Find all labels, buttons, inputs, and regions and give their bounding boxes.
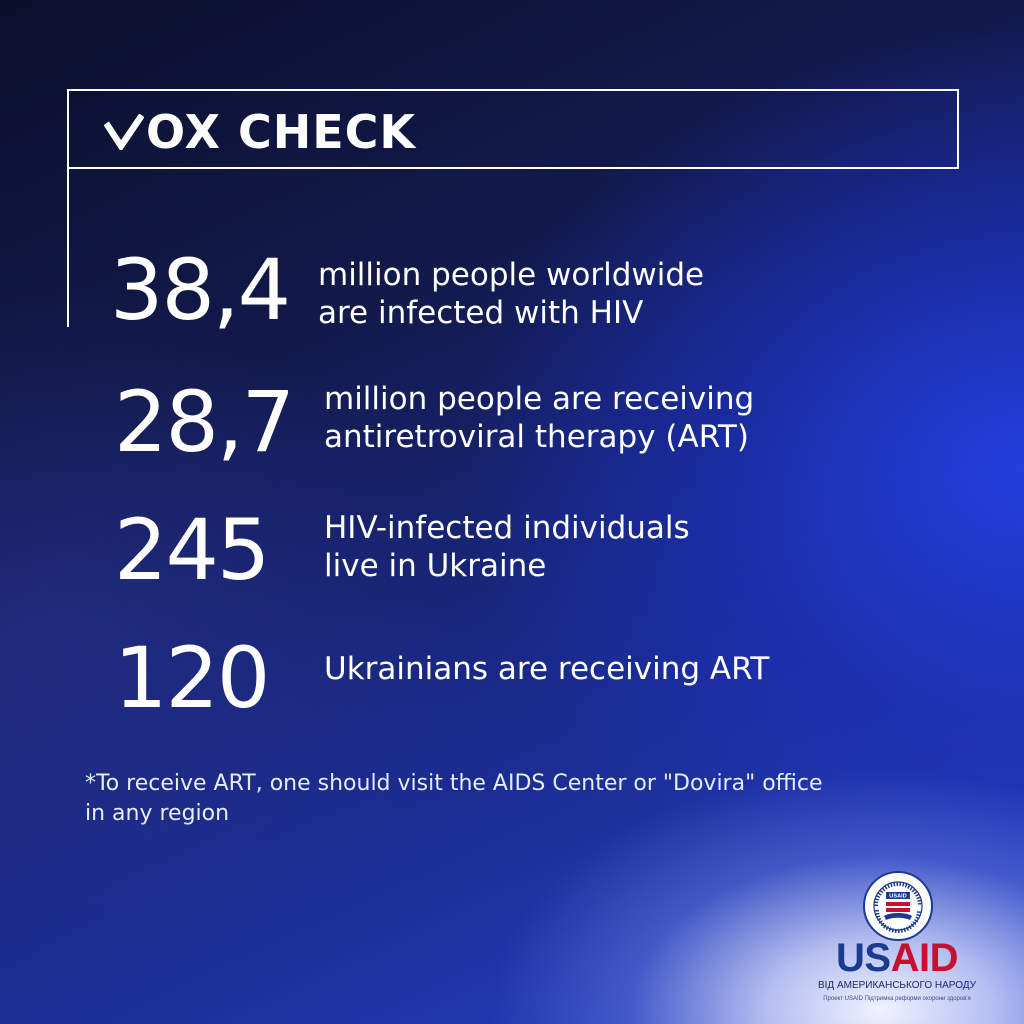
frame-left-rule [67,167,69,327]
stat-description-line: are infected with HIV [318,295,644,331]
stat-description-line: HIV-infected individuals [324,510,690,546]
header-frame [67,89,959,169]
stat-number: 38,4 [110,241,291,339]
stat-number: 120 [114,629,270,727]
usaid-wordmark-aid: AID [890,936,959,980]
stat-description-line: million people are receiving [324,381,755,417]
stat-description-line: antiretroviral therapy (ART) [324,419,750,455]
usaid-subtitle: ВІД АМЕРИКАНСЬКОГО НАРОДУ [817,980,977,991]
vox-check-logo: OX CHECK [104,104,416,160]
stat-description-line: Ukrainians are receiving ART [324,651,770,687]
checkmark-icon [104,114,144,150]
usaid-wordmark-us: US [836,936,891,980]
usaid-seal-icon: USAID [863,871,933,941]
brand-text: OX CHECK [146,105,417,159]
footnote-line: in any region [85,801,230,826]
seal-center-text: USAID [889,894,906,900]
stat-description: million people worldwide are infected wi… [318,256,704,332]
footnote-line: *To receive ART, one should visit the AI… [85,771,823,796]
stat-description: HIV-infected individuals live in Ukraine [324,509,690,585]
usaid-project-line: Проект USAID Підтримка реформи охорони з… [823,996,971,1002]
stat-number: 245 [114,501,270,599]
footnote: *To receive ART, one should visit the AI… [85,769,823,829]
stat-description: million people are receiving antiretrovi… [324,380,754,456]
stat-number: 28,7 [114,373,295,471]
stat-description-line: million people worldwide [318,257,705,293]
usaid-wordmark: USAID [820,938,974,978]
stat-description-line: live in Ukraine [324,548,547,584]
stat-description: Ukrainians are receiving ART [324,650,769,688]
